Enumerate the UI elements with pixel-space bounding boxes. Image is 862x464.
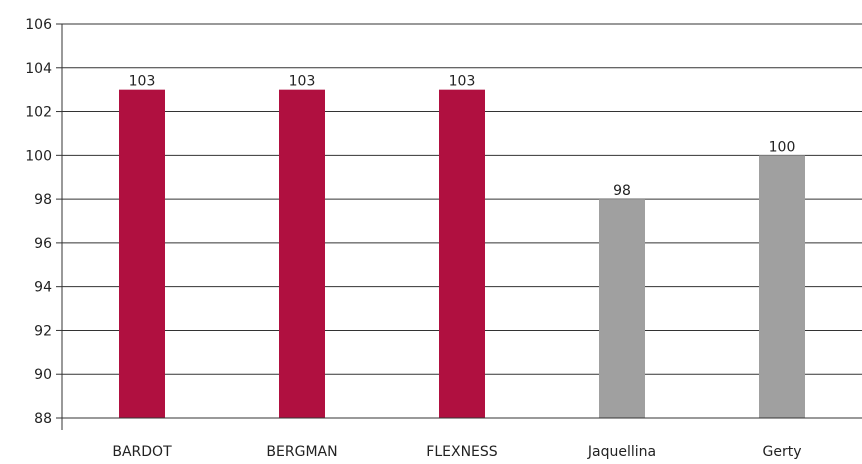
- bar: [759, 155, 805, 419]
- y-tick-label: 98: [34, 192, 52, 208]
- y-tick-label: 100: [25, 148, 52, 164]
- y-tick-label: 104: [25, 61, 52, 77]
- data-label: 103: [289, 74, 316, 90]
- category-label: Jaquellina: [587, 444, 656, 460]
- data-label: 100: [769, 139, 796, 155]
- category-label: FLEXNESS: [426, 444, 497, 460]
- y-tick-label: 102: [25, 105, 52, 121]
- y-tick-label: 92: [34, 323, 52, 339]
- bars: [119, 89, 805, 419]
- y-tick-label: 94: [34, 280, 52, 296]
- y-tick-label: 90: [34, 367, 52, 383]
- data-label: 103: [129, 74, 156, 90]
- bar: [279, 89, 325, 419]
- bar: [599, 199, 645, 418]
- category-label: Gerty: [763, 444, 802, 460]
- category-label: BERGMAN: [266, 444, 337, 460]
- data-labels: 103 103 103 98 100: [129, 74, 796, 199]
- y-axis-ticks: 88 90 92 94 96 98 100 102 104 106: [25, 17, 62, 427]
- category-label: BARDOT: [112, 444, 172, 460]
- data-label: 103: [449, 74, 476, 90]
- bar: [119, 89, 165, 419]
- category-labels: BARDOT BERGMAN FLEXNESS Jaquellina Gerty: [112, 444, 801, 460]
- axes: [61, 24, 862, 430]
- bar: [439, 89, 485, 419]
- data-label: 98: [613, 183, 631, 199]
- y-tick-label: 106: [25, 17, 52, 33]
- y-tick-label: 88: [34, 411, 52, 427]
- y-tick-label: 96: [34, 236, 52, 252]
